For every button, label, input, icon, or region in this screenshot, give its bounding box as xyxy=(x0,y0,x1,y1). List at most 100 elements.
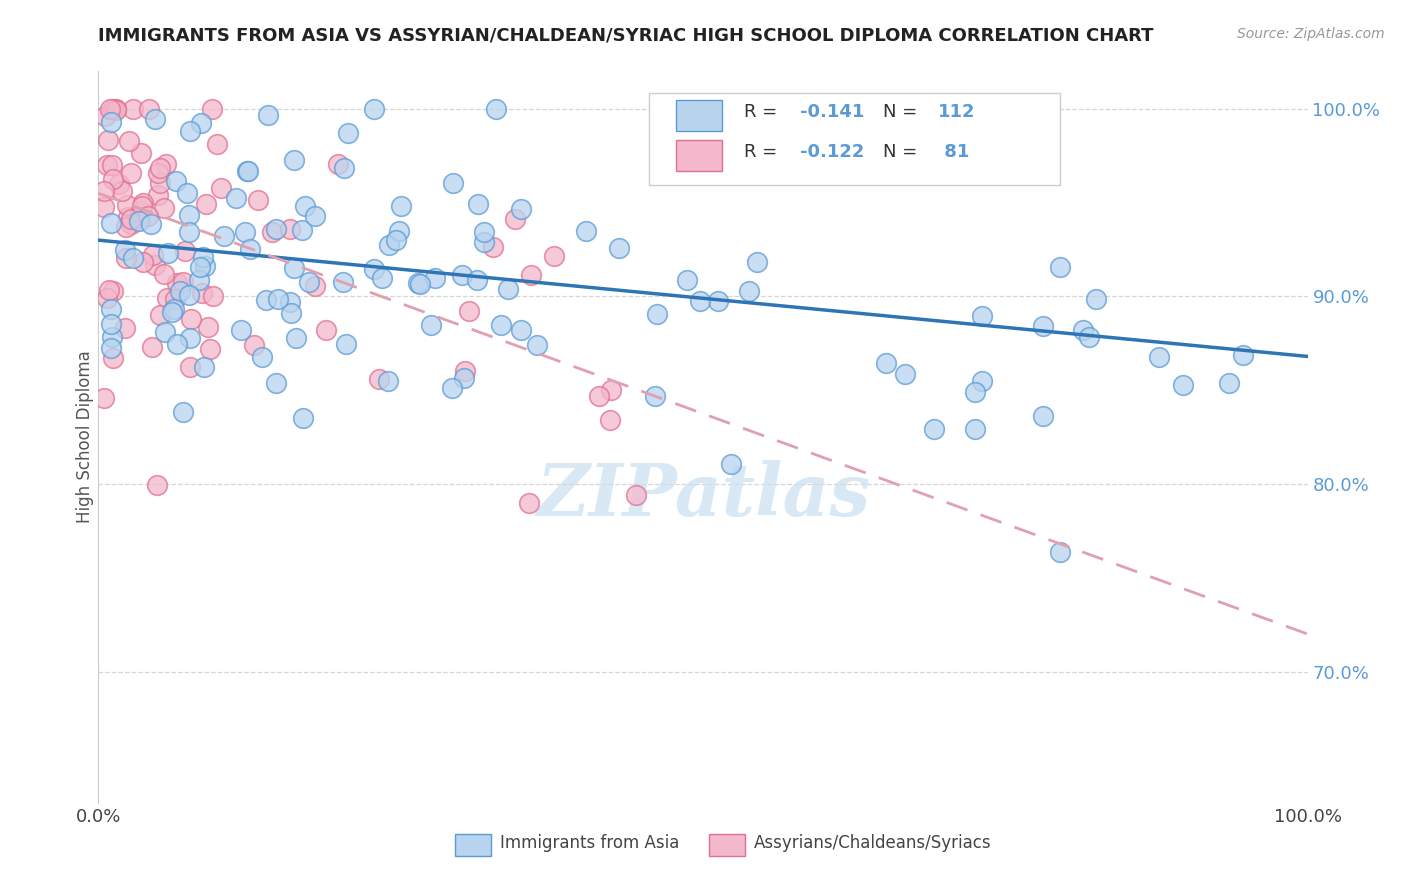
Point xyxy=(333,161,356,175)
Point xyxy=(335,337,357,351)
Point xyxy=(246,193,269,207)
Point xyxy=(138,102,160,116)
Text: -0.122: -0.122 xyxy=(800,143,865,161)
Y-axis label: High School Diploma: High School Diploma xyxy=(76,351,94,524)
Point xyxy=(1173,377,1195,392)
Point xyxy=(143,258,166,272)
Point xyxy=(298,276,321,290)
Point xyxy=(972,310,994,324)
Point xyxy=(177,288,200,302)
Point xyxy=(264,222,287,236)
Point xyxy=(191,286,214,301)
Point xyxy=(600,384,623,398)
Point xyxy=(128,213,150,227)
Point xyxy=(120,211,142,226)
Text: R =: R = xyxy=(744,143,783,161)
Point xyxy=(526,338,548,352)
Point xyxy=(115,251,138,265)
Point xyxy=(142,248,165,262)
Point xyxy=(588,389,610,403)
Point xyxy=(149,161,172,176)
Point xyxy=(100,302,122,317)
Point xyxy=(509,202,531,216)
Point xyxy=(485,102,508,116)
Point xyxy=(197,320,219,334)
Point xyxy=(96,157,118,171)
Point xyxy=(207,136,229,151)
Point xyxy=(120,166,142,180)
Point xyxy=(250,350,273,364)
Point xyxy=(965,422,987,436)
Point xyxy=(145,112,167,126)
Point xyxy=(201,102,224,116)
Point xyxy=(419,318,441,332)
Point xyxy=(193,360,215,375)
Text: Assyrians/Chaldeans/Syriacs: Assyrians/Chaldeans/Syriacs xyxy=(754,834,991,852)
Point xyxy=(153,325,176,339)
Point xyxy=(191,250,214,264)
Point xyxy=(465,273,488,287)
Point xyxy=(160,305,183,319)
Point xyxy=(156,245,179,260)
Point xyxy=(1049,260,1071,274)
Point xyxy=(172,405,194,419)
Text: N =: N = xyxy=(883,143,924,161)
Point xyxy=(689,294,711,309)
Point xyxy=(963,384,986,399)
Point xyxy=(1232,348,1254,362)
Point xyxy=(1085,292,1108,306)
Point xyxy=(922,422,945,436)
Point xyxy=(378,238,401,252)
Point xyxy=(278,295,301,310)
Point xyxy=(100,114,122,128)
Point xyxy=(472,235,495,249)
Point xyxy=(894,367,917,381)
Point xyxy=(496,282,519,296)
Point xyxy=(336,126,359,140)
Point xyxy=(377,374,399,388)
Point xyxy=(179,226,201,240)
Point xyxy=(243,338,266,352)
Text: N =: N = xyxy=(883,103,924,120)
FancyBboxPatch shape xyxy=(648,94,1060,185)
Point xyxy=(149,177,172,191)
Point xyxy=(599,413,621,427)
Point xyxy=(114,321,136,335)
Text: -0.141: -0.141 xyxy=(800,103,865,120)
Point xyxy=(254,293,277,307)
Point xyxy=(607,241,630,255)
Point xyxy=(368,372,391,386)
Point xyxy=(176,186,198,201)
Point xyxy=(156,291,179,305)
Point xyxy=(194,197,217,211)
Point xyxy=(425,270,447,285)
Point xyxy=(110,185,132,199)
Point xyxy=(180,312,202,326)
Point xyxy=(93,200,115,214)
Point xyxy=(146,477,169,491)
Point xyxy=(304,210,326,224)
Point xyxy=(517,496,540,510)
Text: ZIPatlas: ZIPatlas xyxy=(536,460,870,531)
Point xyxy=(100,317,122,331)
Point xyxy=(458,304,481,318)
Point xyxy=(129,203,152,218)
Point xyxy=(315,322,337,336)
Point xyxy=(141,340,163,354)
Bar xyxy=(676,140,723,171)
Point xyxy=(720,458,742,472)
Point xyxy=(280,306,302,320)
Point xyxy=(1049,545,1071,559)
Point xyxy=(188,273,211,287)
Point xyxy=(280,222,302,236)
Point xyxy=(177,208,200,222)
Point xyxy=(1147,350,1170,364)
Bar xyxy=(456,834,492,856)
Point xyxy=(98,283,121,297)
Point xyxy=(482,240,505,254)
Point xyxy=(94,109,117,123)
Point xyxy=(467,196,489,211)
Point xyxy=(132,255,155,269)
Point xyxy=(101,330,124,344)
Point xyxy=(543,250,565,264)
